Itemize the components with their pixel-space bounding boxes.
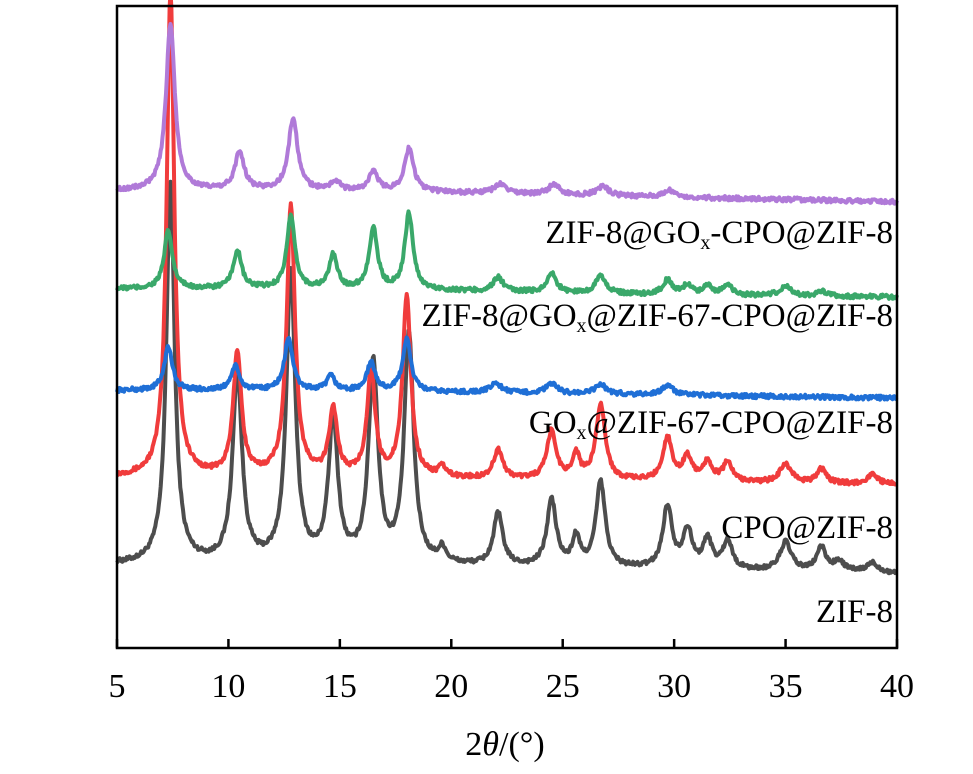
series-line-2 (115, 0, 899, 487)
series-label-2: CPO@ZIF-8 (721, 510, 893, 546)
x-tick-label: 25 (546, 668, 580, 705)
x-tick-label: 10 (211, 668, 245, 705)
series-label-3: GOx@ZIF-67-CPO@ZIF-8 (529, 405, 893, 444)
series-line-1 (115, 179, 899, 576)
series-label-1: ZIF-8 (816, 594, 893, 630)
x-tick-label: 35 (769, 668, 803, 705)
series-line-4 (115, 209, 899, 301)
series-label-5: ZIF-8@GOx-CPO@ZIF-8 (545, 215, 893, 254)
x-tick-label: 40 (880, 668, 914, 705)
x-tick-label: 15 (323, 668, 357, 705)
series-label-4: ZIF-8@GOx@ZIF-67-CPO@ZIF-8 (422, 298, 894, 337)
x-ticks: 5 10 15 20 25 30 35 40 (109, 639, 914, 705)
series-group (115, 0, 899, 576)
x-tick-label: 30 (657, 668, 691, 705)
x-axis-title: 2θ/(°) (465, 726, 544, 763)
series-line-3 (115, 335, 899, 402)
series-line-5 (115, 22, 899, 206)
x-tick-label: 20 (434, 668, 468, 705)
series-labels: ZIF-8 CPO@ZIF-8 GOx@ZIF-67-CPO@ZIF-8 ZIF-8@… (422, 215, 894, 630)
x-tick-label: 5 (109, 668, 126, 705)
plot-frame (115, 4, 899, 650)
